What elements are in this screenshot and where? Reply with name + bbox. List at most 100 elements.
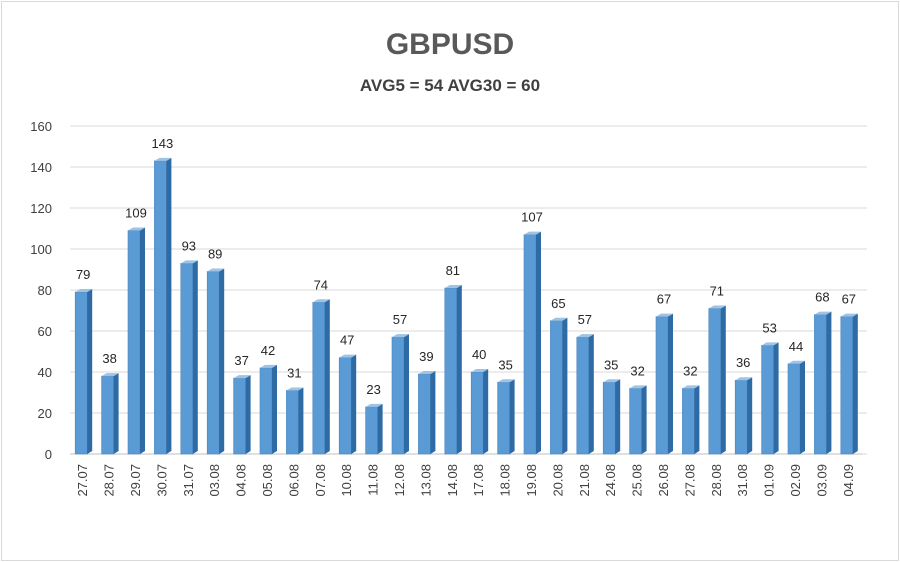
bar-side (351, 354, 357, 454)
bar-front (391, 336, 405, 455)
data-label: 31 (287, 365, 301, 380)
bar (787, 360, 805, 455)
bar-front (444, 287, 458, 455)
bar-top (260, 364, 277, 368)
bar-top (656, 313, 673, 317)
bar-side (615, 379, 621, 454)
bar-front (101, 375, 114, 455)
bar (74, 289, 93, 455)
bar-front (682, 388, 695, 455)
y-tick-label: 100 (30, 242, 52, 257)
data-label: 79 (76, 267, 90, 282)
bar-side (852, 313, 858, 454)
bar-front (154, 160, 167, 455)
bar (312, 299, 330, 455)
bar-top (708, 305, 726, 309)
bar-top (312, 299, 330, 303)
bar-top (392, 334, 409, 338)
chart-subtitle: AVG5 = 54 AVG30 = 60 (359, 76, 541, 95)
data-label: 109 (125, 206, 147, 221)
bar-top (524, 231, 541, 235)
bar-side (720, 305, 726, 454)
x-tick-label: 04.09 (841, 464, 856, 497)
bar-top (101, 373, 119, 377)
data-label: 89 (208, 247, 222, 262)
data-label: 57 (393, 312, 407, 327)
bar-top (550, 317, 568, 321)
data-label: 81 (446, 263, 460, 278)
bar-side (219, 268, 225, 454)
bar-top (286, 387, 304, 391)
y-tick-label: 140 (30, 160, 52, 175)
x-tick-label: 25.08 (630, 464, 645, 497)
bar (233, 375, 251, 455)
bar-side (668, 313, 673, 454)
bar (338, 354, 357, 455)
bar-side (404, 334, 409, 454)
data-label: 67 (842, 292, 856, 307)
data-label: 40 (472, 347, 486, 362)
x-tick-label: 11.08 (366, 464, 381, 496)
bar-top (154, 157, 172, 161)
bar-side (298, 387, 304, 454)
bar-front (840, 316, 854, 455)
bar-top (471, 369, 489, 372)
bar-top (735, 377, 753, 381)
bar (418, 371, 436, 455)
data-label: 37 (234, 353, 248, 368)
x-tick-label: 27.07 (75, 464, 90, 497)
bar-top (761, 342, 779, 346)
bar-front (312, 301, 326, 455)
bar (154, 157, 172, 455)
x-tick-label: 07.08 (313, 464, 328, 497)
y-axis: 0 20 40 60 80 100 120 140 160 (30, 119, 52, 462)
bar (708, 305, 726, 455)
data-label: 67 (657, 292, 671, 307)
bar (470, 369, 489, 455)
bar-side (113, 373, 119, 454)
bar-front (523, 234, 537, 455)
bar-side (377, 403, 383, 454)
gridlines (70, 125, 867, 455)
bar-front (734, 379, 748, 455)
bar-side (166, 157, 172, 454)
bar (734, 377, 753, 455)
data-label: 143 (152, 136, 174, 151)
bar-front (576, 336, 590, 455)
x-tick-label: 31.08 (735, 464, 750, 497)
data-label: 65 (551, 296, 565, 311)
data-label: 57 (578, 312, 592, 327)
chart-title: GBPUSD (385, 28, 515, 61)
x-tick-label: 20.08 (550, 464, 565, 497)
bar-side (483, 369, 489, 454)
bar-top (207, 268, 225, 272)
x-tick-label: 12.08 (392, 464, 407, 497)
bar-top (233, 375, 251, 379)
bar-side (140, 227, 145, 454)
x-tick-label: 03.08 (207, 464, 222, 497)
bar-front (338, 357, 352, 455)
y-tick-label: 20 (38, 406, 52, 421)
bar (497, 379, 515, 455)
bar (206, 268, 225, 455)
bar (576, 334, 594, 455)
bar-top (629, 385, 647, 389)
bar-top (497, 379, 515, 383)
bar-front (602, 381, 616, 455)
bar-front (418, 373, 431, 455)
x-tick-label: 01.09 (762, 464, 777, 497)
x-tick-label: 21.08 (577, 464, 592, 497)
bar-front (629, 388, 642, 455)
x-tick-label: 26.08 (656, 464, 671, 497)
bar-top (840, 313, 858, 317)
bar-side (272, 364, 277, 454)
data-label: 38 (102, 351, 116, 366)
x-tick-label: 05.08 (260, 464, 275, 497)
bar-top (444, 284, 462, 288)
x-tick-label: 04.08 (234, 464, 249, 497)
data-label: 71 (710, 283, 724, 298)
bar-top (576, 334, 594, 338)
bar-top (339, 354, 357, 358)
bar (814, 311, 832, 455)
